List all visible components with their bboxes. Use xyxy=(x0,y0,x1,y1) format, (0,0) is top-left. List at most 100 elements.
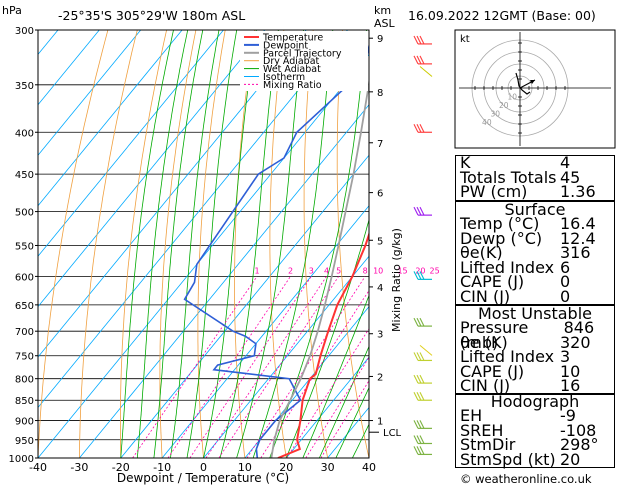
hpa-label: hPa xyxy=(2,4,22,17)
pressure-tick-label: 750 xyxy=(15,352,34,363)
pressure-tick-label: 950 xyxy=(15,436,34,447)
table-row: CIN (J) 16 xyxy=(456,378,614,394)
wind-barb-flag xyxy=(413,35,419,45)
wind-barbs xyxy=(413,35,433,456)
hodograph-ring-label: 10 xyxy=(508,92,518,101)
row-value: -9 xyxy=(560,406,576,425)
temperature-tick-label: 40 xyxy=(362,461,376,474)
temperature-tick-label: -10 xyxy=(153,461,171,474)
row-label: SREH xyxy=(460,420,504,440)
dry-adiabat-line xyxy=(79,30,138,458)
row-label: PW (cm) xyxy=(460,182,528,201)
dry-adiabat-line xyxy=(303,30,328,458)
temperature-tick-label: 20 xyxy=(279,461,293,474)
table-row: CAPE (J) 10 xyxy=(456,363,614,380)
wind-barb-flag xyxy=(413,435,419,444)
row-value: 20 xyxy=(560,449,581,469)
wind-arrow-icon xyxy=(419,344,433,356)
hodograph-table: Hodograph EH -9 SREH -108 StmDir 298° StmSpd (… xyxy=(455,393,615,468)
dry-adiabat-line xyxy=(197,30,226,458)
dewpoint-line xyxy=(183,42,369,458)
wind-barb-flag xyxy=(413,124,419,133)
axes: 3003504004505005506006507007508008509009… xyxy=(9,26,402,474)
wind-barb-flag xyxy=(419,446,425,455)
row-label: Totals Totals xyxy=(460,167,557,187)
wind-barb-flag xyxy=(413,446,419,455)
wet-adiabat-line xyxy=(136,30,189,458)
storm-motion-arrow-icon xyxy=(530,80,535,84)
row-label: θe(K) xyxy=(460,243,503,262)
row-value: 45 xyxy=(560,167,581,187)
isotherm-line xyxy=(38,30,183,207)
legend-entry: Wet Adiabat xyxy=(263,64,321,75)
plot-frame xyxy=(37,29,370,459)
wet-adiabat-line xyxy=(219,30,279,458)
profile-lines xyxy=(183,42,369,458)
lcl-label: LCL xyxy=(383,428,402,439)
isotherm-line xyxy=(79,104,369,458)
row-value: -108 xyxy=(560,420,597,440)
table-row: Temp (°C) 16.4 xyxy=(456,214,614,233)
wet-adiabat-line xyxy=(252,30,334,458)
row-value: 0 xyxy=(560,272,571,291)
km-tick-label: 1 xyxy=(377,417,383,428)
row-label: CAPE (J) xyxy=(460,272,525,291)
wet-adiabat-line xyxy=(335,386,369,458)
wind-barb-flag xyxy=(416,271,422,280)
table-row: Dewp (°C) 12.4 xyxy=(456,230,614,247)
wind-barb-flag xyxy=(419,352,425,361)
wind-barb-flag xyxy=(413,206,419,216)
wind-barb-flag xyxy=(419,435,425,444)
hodograph-ring-label: 30 xyxy=(491,109,501,118)
wind-barb-flag xyxy=(416,206,422,216)
dry-adiabat-line xyxy=(269,30,287,458)
table-row: SREH -108 xyxy=(456,420,614,440)
row-value: 4 xyxy=(560,153,571,172)
wind-barb-flag xyxy=(413,420,419,429)
table-row: PW (cm) 1.36 xyxy=(456,182,614,201)
row-label: EH xyxy=(460,406,483,425)
hodograph-kt-label: kt xyxy=(460,34,470,45)
mixing-ratio-line xyxy=(218,276,339,458)
datetime-title: 16.09.2022 12GMT (Base: 00) xyxy=(408,8,596,23)
km-tick-label: 8 xyxy=(377,88,383,99)
legend-entry: Temperature xyxy=(262,33,323,44)
wind-barb-flag xyxy=(419,206,425,216)
wet-adiabat-line xyxy=(120,30,174,458)
wind-barb-flag xyxy=(416,317,422,327)
location-title: -25°35'S 305°29'W 180m ASL xyxy=(58,8,245,23)
indices-rows: K 4 Totals Totals 45 PW (cm) 1.36 xyxy=(456,153,614,201)
wind-barb-flag xyxy=(413,374,419,384)
mixing-ratio-label: 3 xyxy=(309,266,314,275)
pressure-tick-label: 650 xyxy=(15,301,34,312)
row-value: 0 xyxy=(560,286,571,306)
temperature-line xyxy=(277,231,369,458)
km-tick-label: 2 xyxy=(377,372,383,383)
pressure-tick-label: 350 xyxy=(15,81,34,92)
mixing-ratio-line xyxy=(246,276,366,458)
temperature-tick-label: 0 xyxy=(200,461,207,474)
mixing-ratio-label: 4 xyxy=(324,266,329,275)
row-label: θe (K) xyxy=(460,332,508,352)
row-value: 16.4 xyxy=(560,214,596,233)
mixing-ratio-label: 25 xyxy=(430,266,440,275)
wet-adiabat-line xyxy=(203,30,257,458)
mixing-ratio-line xyxy=(305,356,369,458)
table-row: Totals Totals 45 xyxy=(456,167,614,187)
km-tick-label: 5 xyxy=(377,236,383,247)
wind-barb-flag xyxy=(416,35,422,45)
table-row: Lifted Index 6 xyxy=(456,259,614,276)
pressure-tick-label: 300 xyxy=(15,26,34,37)
wet-adiabat-line xyxy=(153,30,204,458)
wind-barb-flag xyxy=(416,55,422,65)
hodograph-frame xyxy=(454,29,616,149)
wind-barb-flag xyxy=(419,391,425,401)
mixing-ratio-line xyxy=(205,276,327,458)
pressure-tick-label: 800 xyxy=(15,375,34,386)
temperature-tick-label: -30 xyxy=(70,461,88,474)
wind-barb-flag xyxy=(416,352,422,361)
pressure-tick-label: 600 xyxy=(15,272,34,283)
table-row: θe(K) 316 xyxy=(456,243,614,262)
